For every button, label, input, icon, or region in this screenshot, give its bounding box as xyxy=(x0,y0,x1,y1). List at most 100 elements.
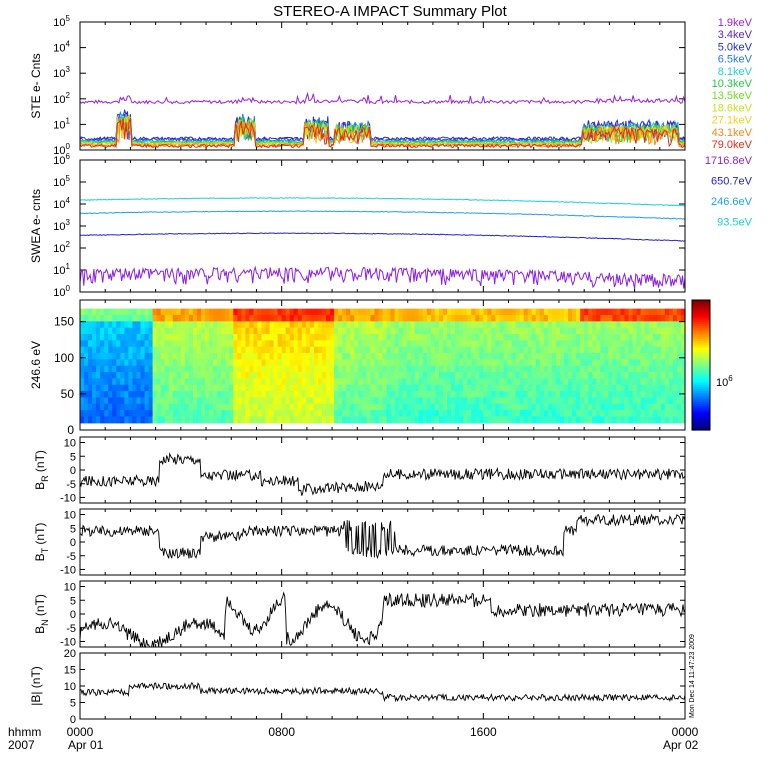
pad-heatmap-cell xyxy=(463,327,468,335)
pad-heatmap-cell xyxy=(201,359,206,367)
pad-heatmap-cell xyxy=(507,346,513,354)
pad-heatmap-cell xyxy=(572,315,577,322)
pad-heatmap-cell xyxy=(338,378,343,386)
pad-heatmap-cell xyxy=(430,410,436,418)
pad-heatmap-cell xyxy=(201,391,206,399)
pad-heatmap-cell xyxy=(289,410,295,418)
pad-heatmap-cell xyxy=(576,391,581,399)
pad-heatmap-cell xyxy=(455,359,460,367)
pad-heatmap-cell xyxy=(535,372,541,380)
pad-heatmap-cell xyxy=(555,308,561,316)
pad-heatmap-cell xyxy=(628,410,634,418)
pad-heatmap-cell xyxy=(487,327,492,335)
pad-heatmap-cell xyxy=(277,410,283,418)
pad-heatmap-cell xyxy=(527,372,533,380)
pad-heatmap-cell xyxy=(132,372,138,380)
pad-heatmap-cell xyxy=(455,416,460,424)
pad-heatmap-cell xyxy=(410,391,416,399)
pad-heatmap-cell xyxy=(346,353,351,360)
pad-heatmap-cell xyxy=(317,416,323,424)
pad-heatmap-cell xyxy=(664,416,670,424)
pad-heatmap-cell xyxy=(584,365,589,373)
pad-heatmap-cell xyxy=(205,321,210,329)
pad-heatmap-cell xyxy=(261,340,267,348)
pad-heatmap-cell xyxy=(386,346,392,354)
pad-heatmap-cell xyxy=(640,365,646,373)
pad-heatmap-cell xyxy=(257,378,263,386)
pad-heatmap-cell xyxy=(644,308,650,316)
pad-heatmap-cell xyxy=(479,391,484,399)
pad-heatmap-cell xyxy=(535,353,541,360)
pad-heatmap-cell xyxy=(148,334,154,341)
pad-heatmap-cell xyxy=(459,378,464,386)
pad-heatmap-cell xyxy=(616,308,622,316)
pad-heatmap-cell xyxy=(180,334,186,341)
pad-heatmap-cell xyxy=(92,315,97,322)
pad-heatmap-cell xyxy=(555,359,561,367)
pad-heatmap-cell xyxy=(483,340,488,348)
pad-heatmap-cell xyxy=(96,378,101,386)
pad-heatmap-cell xyxy=(394,391,400,399)
pad-heatmap-cell xyxy=(636,308,642,316)
pad-heatmap-cell xyxy=(172,397,178,405)
pad-heatmap-cell xyxy=(172,327,178,335)
pad-heatmap-cell xyxy=(664,410,670,418)
pad-heatmap-cell xyxy=(443,315,448,322)
swea-series-650.7eV xyxy=(80,232,686,242)
pad-heatmap-cell xyxy=(559,403,565,411)
pad-heatmap-cell xyxy=(358,346,363,354)
pad-heatmap-cell xyxy=(668,334,674,341)
pad-heatmap-cell xyxy=(168,391,174,399)
pad-heatmap-cell xyxy=(128,384,134,392)
pad-heatmap-cell xyxy=(568,321,573,329)
pad-heatmap-cell xyxy=(305,334,311,341)
pad-heatmap-cell xyxy=(447,308,452,316)
pad-heatmap-cell xyxy=(378,410,384,418)
pad-heatmap-cell xyxy=(84,308,89,316)
pad-heatmap-cell xyxy=(188,410,194,418)
pad-heatmap-cell xyxy=(616,334,622,341)
pad-heatmap-cell xyxy=(229,365,234,373)
pad-heatmap-cell xyxy=(253,416,259,424)
pad-heatmap-cell xyxy=(547,403,553,411)
pad-heatmap-cell xyxy=(447,397,452,405)
pad-heatmap-cell xyxy=(471,334,476,341)
pad-heatmap-cell xyxy=(680,372,686,380)
pad-heatmap-cell xyxy=(297,372,303,380)
pad-heatmap-cell xyxy=(237,334,242,341)
pad-heatmap-cell xyxy=(164,391,170,399)
pad-heatmap-cell xyxy=(104,410,109,418)
pad-heatmap-cell xyxy=(229,378,234,386)
pad-heatmap-cell xyxy=(499,372,505,380)
pad-heatmap-cell xyxy=(390,340,396,348)
pad-heatmap-cell xyxy=(334,308,339,316)
pad-heatmap-cell xyxy=(499,410,505,418)
pad-heatmap-cell xyxy=(459,327,464,335)
pad-heatmap-cell xyxy=(459,315,464,322)
pad-heatmap-cell xyxy=(527,334,533,341)
pad-heatmap-cell xyxy=(374,315,380,322)
pad-heatmap-cell xyxy=(527,315,533,322)
pad-heatmap-cell xyxy=(644,397,650,405)
pad-heatmap-cell xyxy=(499,334,505,341)
pad-heatmap-cell xyxy=(648,327,654,335)
pad-heatmap-cell xyxy=(422,327,428,335)
pad-heatmap-cell xyxy=(354,321,359,329)
pad-heatmap-cell xyxy=(664,353,670,360)
pad-heatmap-cell xyxy=(543,372,549,380)
pad-heatmap-cell xyxy=(366,397,371,405)
pad-heatmap-cell xyxy=(366,378,371,386)
pad-heatmap-cell xyxy=(398,384,404,392)
pad-heatmap-cell xyxy=(624,340,630,348)
pad-heatmap-cell xyxy=(120,416,125,424)
pad-colorbar-swatch xyxy=(692,421,710,425)
pad-heatmap-cell xyxy=(370,365,376,373)
pad-heatmap-cell xyxy=(120,365,125,373)
pad-heatmap-cell xyxy=(257,340,263,348)
pad-heatmap-cell xyxy=(475,416,480,424)
pad-heatmap-cell xyxy=(265,391,271,399)
pad-heatmap-cell xyxy=(660,378,666,386)
pad-heatmap-cell xyxy=(172,346,178,354)
pad-heatmap-cell xyxy=(313,397,319,405)
pad-heatmap-cell xyxy=(269,378,275,386)
